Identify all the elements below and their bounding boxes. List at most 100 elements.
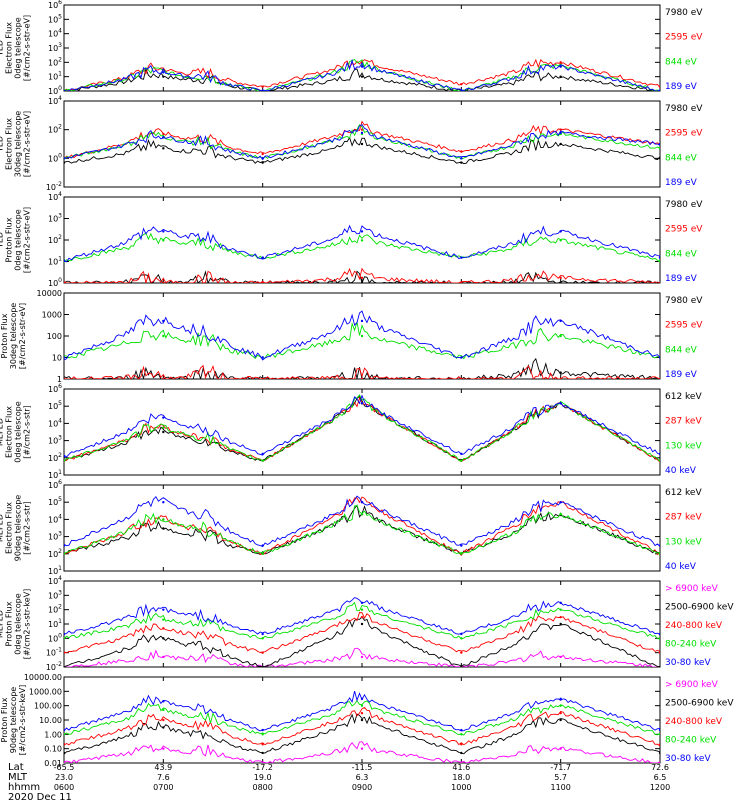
y-axis-label: TEDElectron Flux0deg telescope[#/cm2-s-s… <box>0 15 32 81</box>
data-point <box>360 131 364 135</box>
data-point <box>658 632 660 636</box>
data-point <box>460 150 463 153</box>
series-trace <box>64 321 660 360</box>
data-point <box>460 761 463 763</box>
legend-entry: 844 eV <box>665 57 698 67</box>
data-point <box>658 356 660 359</box>
data-point <box>162 319 165 323</box>
series-trace <box>64 690 660 732</box>
data-point <box>162 655 165 659</box>
data-point <box>460 82 463 86</box>
data-point <box>261 152 264 156</box>
axis-tick-lat: 43.9 <box>154 763 172 772</box>
data-point <box>360 601 364 605</box>
y-axis-label: MEPEDElectron Flux0deg telescope[#/cm2-s… <box>0 401 32 462</box>
data-point <box>261 356 264 359</box>
y-tick-label: 103 <box>48 213 62 224</box>
legend-entry: 844 eV <box>665 249 698 259</box>
data-point <box>64 632 66 636</box>
panel-4: 1 10 100 1000 10000 Proton Flux30deg telescop… <box>0 289 703 384</box>
data-point <box>460 751 463 755</box>
axis-tick-lat: -17.2 <box>252 763 273 772</box>
data-point <box>64 161 66 164</box>
y-axis-label: TEDProton Flux0deg telescope[#/cm2-s-str… <box>0 207 32 273</box>
legend-entry: 240-800 keV <box>665 717 723 727</box>
series-trace <box>64 706 660 747</box>
data-point <box>559 230 562 233</box>
y-tick-label: 104 <box>48 28 62 39</box>
y-axis-label-line: [#/cm2-s-str-keV] <box>23 589 32 660</box>
data-point <box>559 704 562 707</box>
axis-tick-hhmm: 0600 <box>54 783 74 792</box>
y-tick-label: 101 <box>48 618 62 629</box>
data-point <box>559 319 562 323</box>
y-axis-label-line: 0deg telescope <box>14 209 23 270</box>
data-point <box>64 281 66 283</box>
data-point <box>460 733 463 736</box>
series-trace <box>64 395 660 462</box>
axis-row-label-mlt: MLT <box>8 772 28 783</box>
axis-tick-mlt: 5.7 <box>554 773 567 782</box>
data-point <box>460 637 463 640</box>
data-point <box>460 743 463 746</box>
data-point <box>559 377 562 379</box>
data-point <box>360 239 364 242</box>
y-axis-label: Proton Flux90deg telescope[#/cm2-s-str-k… <box>0 685 27 756</box>
data-point <box>64 455 66 458</box>
series-trace <box>64 59 660 91</box>
axis-tick-lat: 72.6 <box>651 763 669 772</box>
data-point <box>162 700 165 703</box>
legend-entry: 612 keV <box>665 488 702 498</box>
data-point <box>261 377 264 379</box>
data-point <box>460 89 463 91</box>
y-tick-label: 0.10 <box>44 745 62 754</box>
axis-tick-lat: -65.5 <box>54 763 75 772</box>
y-axis-label: Proton Flux30deg telescope[#/cm2-s-str-e… <box>0 303 27 370</box>
series-trace <box>64 394 660 458</box>
data-point <box>360 501 364 504</box>
axis-tick-hhmm: 1000 <box>451 783 471 792</box>
data-point <box>64 459 66 462</box>
data-point <box>162 334 165 338</box>
legend-entry: 130 keV <box>665 537 702 547</box>
series-trace <box>64 495 660 548</box>
data-point <box>360 711 364 715</box>
data-point <box>658 552 660 555</box>
data-point <box>658 651 660 654</box>
data-point <box>64 157 66 160</box>
y-tick-label: 103 <box>48 589 62 600</box>
legend-entry: 2595 eV <box>665 129 703 139</box>
data-point <box>559 334 562 338</box>
data-point <box>658 544 660 547</box>
data-point <box>460 552 463 555</box>
data-point <box>261 665 264 667</box>
plot-area <box>64 224 660 283</box>
data-point <box>162 426 165 429</box>
y-tick-label: 104 <box>48 191 62 202</box>
data-point <box>261 157 264 160</box>
series-trace <box>64 232 660 263</box>
data-point <box>460 377 463 379</box>
axis-tick-hhmm: 1200 <box>650 783 670 792</box>
y-tick-label: 101 <box>48 256 62 267</box>
data-point <box>360 697 364 701</box>
y-axis-label-line: MEPED <box>0 418 5 446</box>
plot-area <box>64 58 660 91</box>
data-point <box>360 377 364 379</box>
y-tick-label: 102 <box>48 452 62 463</box>
legend-entry: 844 eV <box>665 153 698 163</box>
data-point <box>559 622 562 626</box>
y-tick-label: 102 <box>48 56 62 67</box>
data-point <box>658 259 660 262</box>
y-tick-label: 101 <box>48 71 62 82</box>
data-point <box>559 281 562 283</box>
data-point <box>162 527 165 530</box>
data-point <box>658 665 660 667</box>
data-point <box>64 356 66 359</box>
data-point <box>360 281 364 283</box>
data-point <box>559 276 562 280</box>
axis-tick-lat: -71.7 <box>550 763 571 772</box>
y-tick-label: 105 <box>48 400 62 411</box>
legend-entry: 80-240 keV <box>665 640 717 650</box>
